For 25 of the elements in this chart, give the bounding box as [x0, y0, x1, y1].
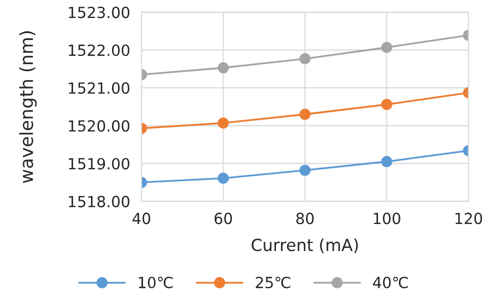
- point: [299, 108, 311, 120]
- point: [381, 98, 392, 110]
- x-tick-label: 60: [214, 212, 232, 224]
- point: [218, 172, 229, 184]
- y-tick-label: 1521.00: [68, 82, 130, 94]
- x-tick-label: 40: [132, 212, 150, 224]
- x-axis-title: Current (mA): [252, 238, 358, 254]
- legend-label: 10℃: [138, 276, 173, 288]
- legend-label: 25℃: [256, 276, 290, 288]
- point: [218, 62, 229, 74]
- point: [299, 164, 311, 176]
- y-tick-label: 1522.00: [68, 44, 130, 56]
- point: [218, 117, 229, 129]
- y-tick-label: 1518.00: [68, 196, 130, 208]
- legend-label: 40℃: [373, 276, 408, 288]
- point: [381, 156, 392, 168]
- y-tick-label: 1523.00: [68, 6, 130, 18]
- x-tick-label: 80: [296, 212, 314, 224]
- y-axis-title: wavelength (nm): [19, 31, 37, 184]
- point: [299, 53, 311, 64]
- y-tick-label: 1520.00: [68, 120, 130, 132]
- y-tick-label: 1519.00: [68, 158, 130, 170]
- x-tick-label: 120: [456, 212, 482, 224]
- point: [381, 42, 392, 53]
- x-tick-label: 100: [374, 212, 400, 224]
